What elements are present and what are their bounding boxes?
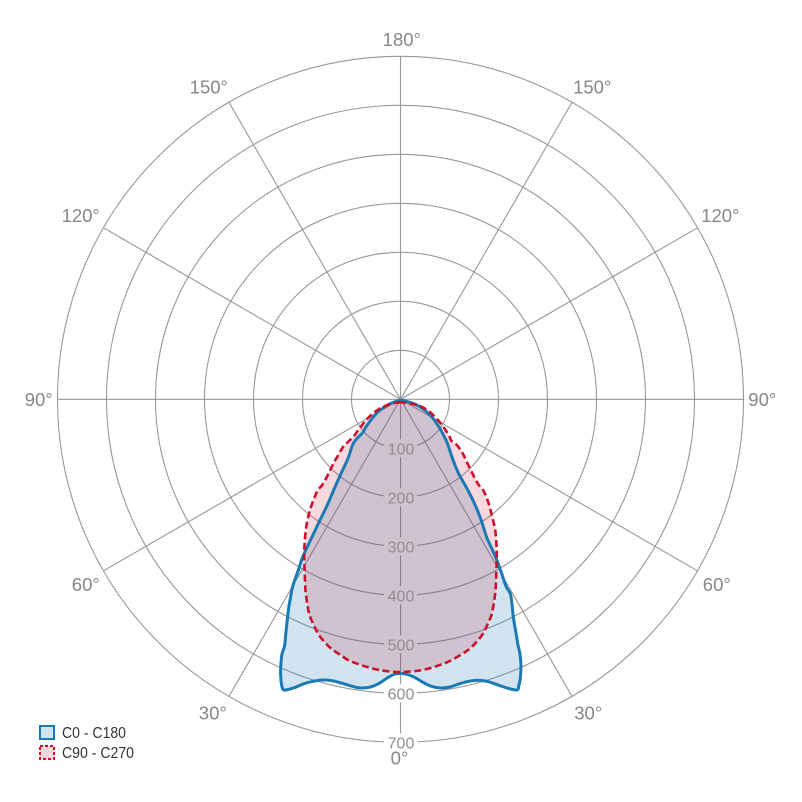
- svg-text:30°: 30°: [574, 702, 602, 723]
- svg-text:400: 400: [388, 588, 415, 605]
- svg-text:120°: 120°: [701, 205, 739, 226]
- svg-text:0°: 0°: [391, 748, 409, 769]
- svg-text:700: 700: [388, 735, 415, 752]
- svg-text:60°: 60°: [72, 574, 100, 595]
- svg-text:30°: 30°: [199, 702, 227, 723]
- svg-text:120°: 120°: [62, 205, 100, 226]
- svg-text:C90 - C270: C90 - C270: [62, 745, 134, 762]
- svg-text:150°: 150°: [573, 77, 611, 98]
- svg-text:C0 - C180: C0 - C180: [62, 725, 126, 742]
- svg-text:500: 500: [388, 637, 415, 654]
- svg-text:90°: 90°: [748, 389, 776, 410]
- svg-text:600: 600: [388, 686, 415, 703]
- svg-text:200: 200: [388, 490, 415, 507]
- svg-text:60°: 60°: [703, 574, 731, 595]
- svg-text:90°: 90°: [25, 389, 53, 410]
- svg-text:300: 300: [388, 539, 415, 556]
- svg-text:180°: 180°: [383, 29, 421, 50]
- svg-text:150°: 150°: [190, 77, 228, 98]
- svg-text:100: 100: [388, 441, 415, 458]
